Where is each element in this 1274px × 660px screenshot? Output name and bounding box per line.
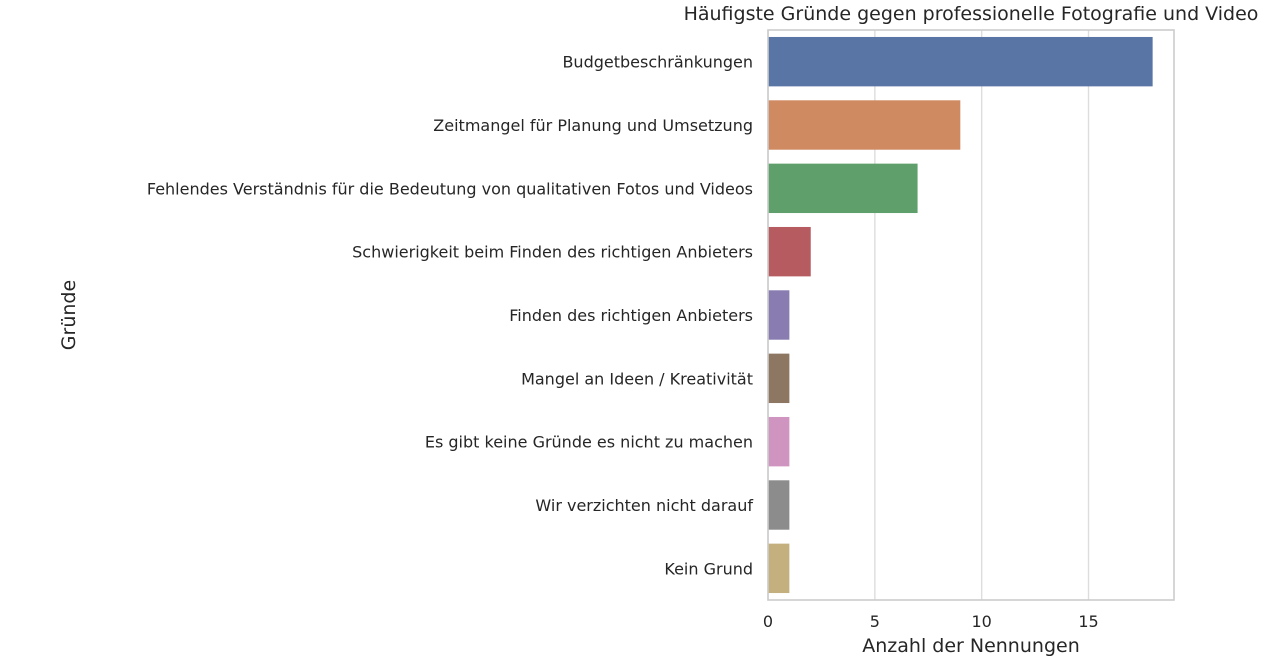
- category-label: Wir verzichten nicht darauf: [535, 496, 753, 515]
- x-axis-label: Anzahl der Nennungen: [862, 635, 1079, 657]
- bar: [768, 290, 790, 340]
- category-labels: Budgetbeschränkungen Zeitmangel für Planu…: [147, 53, 754, 579]
- category-label: Zeitmangel für Planung und Umsetzung: [433, 116, 753, 135]
- chart-title: Häufigste Gründe gegen professionelle Fo…: [684, 3, 1259, 25]
- bar: [768, 543, 790, 594]
- bar: [768, 226, 811, 277]
- x-tick-label: 15: [1078, 612, 1098, 631]
- bar: [768, 416, 790, 467]
- bars: [768, 36, 1153, 594]
- category-label: Kein Grund: [664, 559, 753, 578]
- bar: [768, 36, 1153, 87]
- bar: [768, 480, 790, 530]
- category-label: Fehlendes Verständnis für die Bedeutung …: [147, 179, 753, 198]
- category-label: Schwierigkeit beim Finden des richtigen …: [352, 243, 753, 262]
- bar: [768, 353, 790, 404]
- category-label: Budgetbeschränkungen: [562, 53, 753, 72]
- bar: [768, 100, 961, 150]
- plot-frame: [767, 29, 1175, 601]
- x-tick-label: 0: [763, 612, 773, 631]
- y-axis-label: Gründe: [58, 280, 80, 350]
- x-tick-label: 10: [972, 612, 992, 631]
- category-label: Es gibt keine Gründe es nicht zu machen: [425, 433, 753, 452]
- x-tick-label: 5: [870, 612, 880, 631]
- category-label: Mangel an Ideen / Kreativität: [521, 369, 753, 388]
- x-tick-labels: 0 5 10 15: [763, 612, 1099, 631]
- bar: [768, 163, 918, 214]
- category-label: Finden des richtigen Anbieters: [509, 306, 753, 325]
